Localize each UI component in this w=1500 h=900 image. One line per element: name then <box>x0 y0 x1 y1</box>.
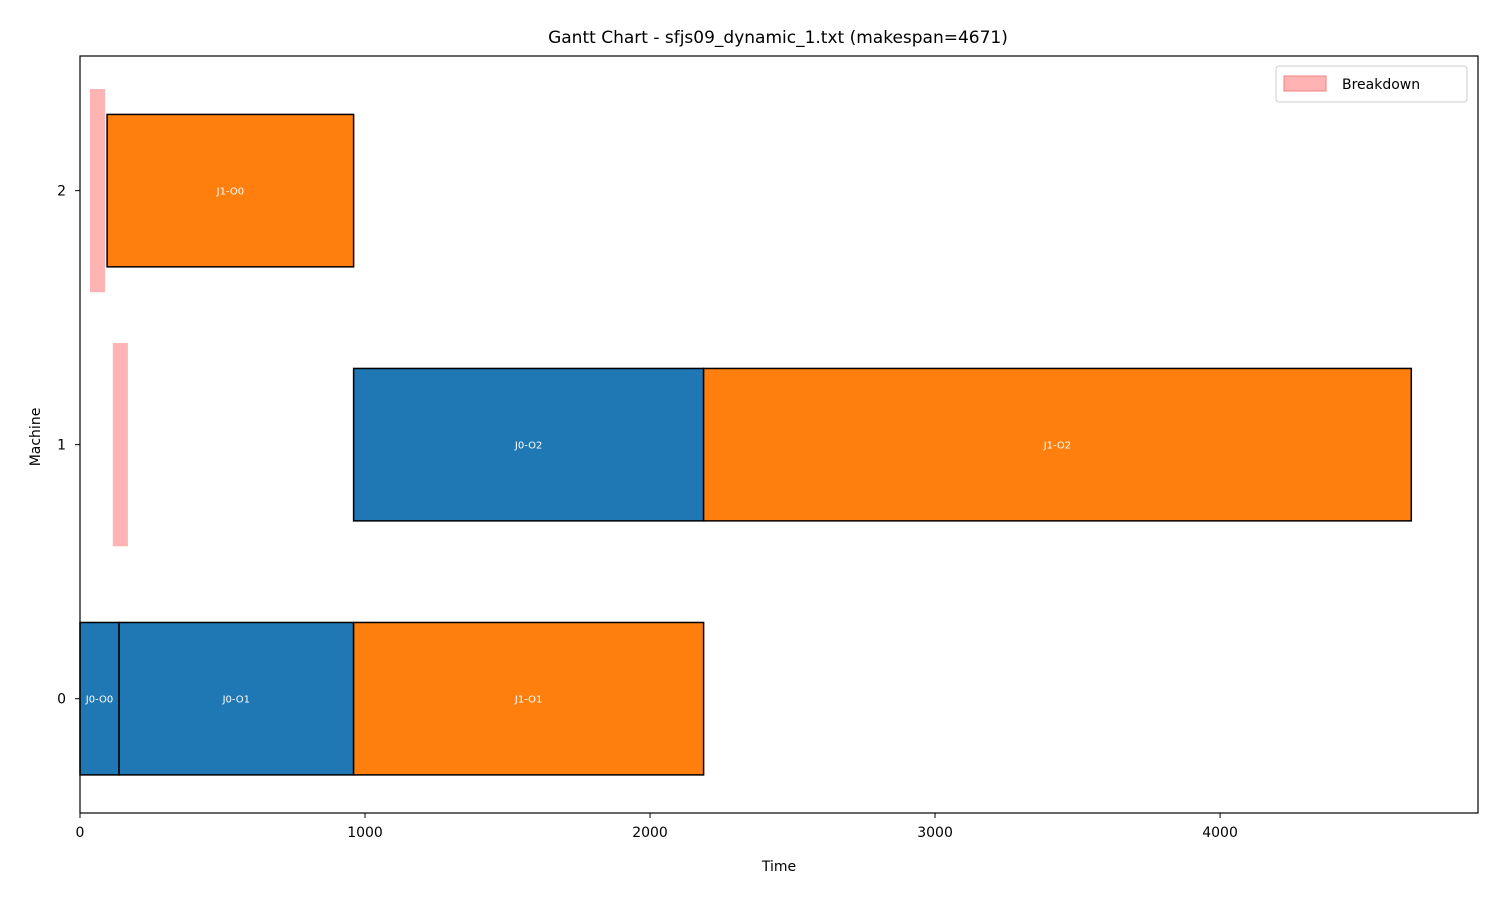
breakdown-bar-machine-2 <box>89 89 106 293</box>
legend: Breakdown <box>1275 65 1468 103</box>
operation-label-j0-o2: J0-O2 <box>514 441 542 452</box>
operation-bar-j1-o2 <box>702 367 1413 522</box>
x-axis-label: Time <box>761 859 796 875</box>
operation-label-j1-o2: J1-O2 <box>1043 441 1071 452</box>
x-tick-label: 2000 <box>632 825 668 841</box>
breakdown-bar-machine-1 <box>112 343 128 547</box>
legend-swatch-breakdown <box>1283 75 1327 92</box>
y-tick-label: 1 <box>57 438 66 454</box>
plot-area: J0-O0 J0-O1 J1-O1 J0-O2 J1-O2 J1-O0 <box>79 89 1413 776</box>
operation-label-j1-o1: J1-O1 <box>514 695 542 706</box>
x-tick-label: 4000 <box>1202 825 1238 841</box>
operation-bar-j1-o0 <box>106 113 355 268</box>
y-tick-label: 2 <box>57 184 66 200</box>
y-axis-label: Machine <box>28 408 44 467</box>
x-tick-label: 1000 <box>347 825 383 841</box>
legend-box <box>1275 65 1468 103</box>
x-tick-label: 0 <box>76 825 85 841</box>
operation-bar-j0-o2 <box>352 367 705 522</box>
operation-label-j1-o0: J1-O0 <box>216 187 244 198</box>
operation-label-j0-o0: J0-O0 <box>85 695 113 706</box>
operation-label-j0-o1: J0-O1 <box>222 695 250 706</box>
y-axis: 0 1 2 <box>57 184 80 708</box>
operation-bar-j0-o1 <box>118 621 355 776</box>
y-tick-label: 0 <box>57 692 66 708</box>
x-tick-label: 3000 <box>917 825 953 841</box>
chart-title: Gantt Chart - sfjs09_dynamic_1.txt (make… <box>548 28 1008 48</box>
x-axis: 0 1000 2000 3000 4000 <box>76 813 1238 841</box>
plot-frame <box>79 55 1479 814</box>
operation-bar-j1-o1 <box>352 621 705 776</box>
legend-label-breakdown: Breakdown <box>1342 77 1420 93</box>
